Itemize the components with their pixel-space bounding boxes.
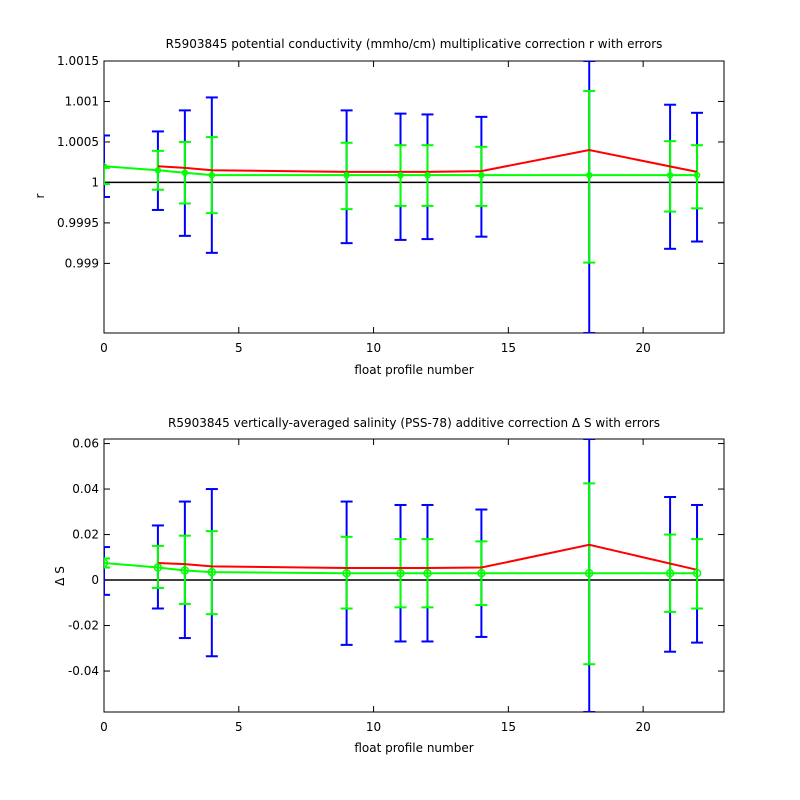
green-series-line: [104, 561, 698, 575]
y-tick-label: -0.02: [68, 619, 99, 633]
y-tick-label: 1.0015: [57, 54, 99, 68]
y-tick-label: 0.04: [72, 482, 99, 496]
green-data-point: [692, 568, 702, 578]
green-data-point: [693, 171, 701, 179]
green-data-point: [665, 568, 675, 578]
x-tick-label: 20: [635, 341, 650, 355]
green-data-point: [584, 568, 594, 578]
x-axis-label: float profile number: [354, 741, 473, 755]
green-data-point: [343, 171, 350, 179]
green-data-point: [423, 568, 432, 578]
y-axis-label: r: [33, 193, 47, 198]
x-tick-label: 0: [100, 720, 108, 734]
y-tick-label: 0.06: [72, 437, 99, 451]
data-layer: [104, 439, 724, 712]
y-tick-label: 1.0005: [57, 135, 99, 149]
x-tick-label: 5: [235, 720, 243, 734]
y-tick-label: 1.001: [65, 94, 99, 108]
y-tick-label: 1: [91, 175, 99, 189]
chart-title: R5903845 vertically-averaged salinity (P…: [168, 416, 660, 430]
green-data-point: [397, 171, 404, 179]
green-data-point: [180, 566, 190, 575]
green-data-point: [585, 171, 593, 179]
data-layer: [104, 61, 724, 333]
y-tick-label: 0.02: [72, 528, 99, 542]
green-data-point: [153, 563, 163, 572]
y-axis-label: Δ S: [53, 566, 67, 586]
x-tick-label: 5: [235, 341, 243, 355]
y-tick-label: 0.9995: [57, 216, 99, 230]
red-series-line: [157, 543, 698, 571]
x-tick-label: 10: [366, 720, 381, 734]
chart-title: R5903845 potential conductivity (mmho/cm…: [166, 37, 663, 51]
green-data-point: [104, 162, 108, 170]
green-data-point: [154, 167, 162, 174]
green-data-point: [104, 558, 109, 568]
green-data-point: [477, 568, 486, 578]
x-tick-label: 10: [366, 341, 381, 355]
green-series-line: [104, 165, 698, 177]
y-tick-label: -0.04: [68, 664, 99, 678]
salinity-correction-panel: R5903845 vertically-averaged salinity (P…: [53, 416, 725, 755]
green-data-point: [478, 171, 485, 179]
plot-area: [103, 438, 725, 713]
x-tick-label: 0: [100, 341, 108, 355]
x-tick-label: 15: [501, 341, 516, 355]
x-tick-label: 15: [501, 720, 516, 734]
green-data-point: [666, 171, 674, 179]
y-tick-label: 0.999: [65, 256, 99, 270]
green-data-point: [396, 568, 405, 578]
x-tick-label: 20: [635, 720, 650, 734]
green-data-point: [208, 171, 216, 179]
plot-area: [103, 60, 725, 334]
x-axis-label: float profile number: [354, 363, 473, 377]
green-data-point: [342, 568, 351, 578]
green-data-point: [181, 169, 189, 176]
green-data-point: [207, 567, 217, 577]
green-data-point: [424, 171, 431, 179]
y-tick-label: 0: [91, 573, 99, 587]
conductivity-correction-panel: R5903845 potential conductivity (mmho/cm…: [33, 37, 725, 377]
